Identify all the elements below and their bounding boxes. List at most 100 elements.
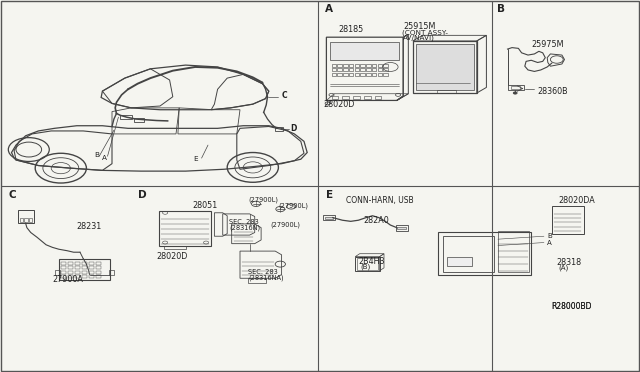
Text: (27900L): (27900L)	[248, 197, 278, 203]
Text: 28020D: 28020D	[157, 252, 188, 261]
Bar	[372, 68, 376, 71]
Text: (28316N): (28316N)	[229, 224, 260, 231]
Bar	[134, 118, 144, 122]
Bar	[366, 64, 371, 67]
Bar	[375, 96, 381, 99]
Text: A: A	[325, 4, 333, 14]
Bar	[378, 64, 382, 67]
Bar	[55, 270, 60, 275]
Bar	[337, 64, 342, 67]
Bar	[332, 68, 336, 71]
Bar	[357, 258, 378, 270]
Bar	[383, 68, 388, 71]
Bar	[355, 68, 359, 71]
Text: E: E	[326, 190, 333, 200]
Bar	[364, 96, 371, 99]
Text: 28185: 28185	[338, 25, 363, 34]
Bar	[61, 275, 66, 278]
Bar	[89, 275, 94, 278]
Text: C: C	[8, 190, 16, 200]
Bar	[89, 271, 94, 274]
Bar	[332, 64, 336, 67]
Bar	[355, 257, 380, 271]
Bar	[82, 275, 87, 278]
Circle shape	[513, 92, 517, 94]
Bar	[416, 44, 474, 90]
Bar	[68, 271, 73, 274]
Bar	[511, 86, 520, 89]
Text: 27900A: 27900A	[52, 275, 83, 284]
Bar	[323, 215, 335, 220]
Bar	[353, 96, 360, 99]
Text: 282A0: 282A0	[363, 216, 388, 225]
Text: R28000BD: R28000BD	[552, 302, 592, 311]
Bar	[75, 266, 80, 269]
Bar	[29, 218, 32, 222]
Bar	[383, 64, 388, 67]
Bar	[437, 90, 456, 93]
Bar	[164, 246, 186, 249]
Bar	[96, 266, 101, 269]
Text: 28360B: 28360B	[538, 87, 568, 96]
Bar	[248, 278, 266, 283]
Bar	[96, 271, 101, 274]
Bar	[68, 262, 73, 265]
Bar	[343, 73, 348, 76]
Text: C: C	[282, 92, 287, 100]
Text: (A): (A)	[558, 264, 568, 271]
Bar	[552, 206, 584, 234]
Bar	[332, 96, 338, 99]
Bar	[159, 211, 211, 246]
Bar	[89, 266, 94, 269]
Bar	[68, 275, 73, 278]
Text: 2B4H3: 2B4H3	[358, 257, 385, 266]
Bar	[360, 68, 365, 71]
Text: R28000BD: R28000BD	[552, 302, 592, 311]
Text: B: B	[95, 152, 100, 158]
Bar	[337, 73, 342, 76]
Bar	[349, 68, 353, 71]
Text: SEC. 283: SEC. 283	[248, 269, 278, 275]
Text: 28051: 28051	[192, 201, 217, 210]
Bar	[337, 68, 342, 71]
Bar	[89, 262, 94, 265]
Bar	[498, 231, 529, 272]
Bar	[355, 64, 359, 67]
Bar	[120, 115, 132, 119]
Text: 28318: 28318	[557, 258, 582, 267]
Bar	[372, 73, 376, 76]
Text: B: B	[497, 4, 504, 14]
Text: 25915M: 25915M	[403, 22, 436, 31]
Bar	[275, 127, 283, 131]
Text: CONN-HARN, USB: CONN-HARN, USB	[346, 196, 413, 205]
Bar	[82, 266, 87, 269]
Bar	[75, 262, 80, 265]
Text: E: E	[193, 156, 198, 162]
Bar	[82, 271, 87, 274]
Bar	[109, 270, 114, 275]
Bar	[325, 217, 333, 219]
Text: A: A	[547, 240, 552, 246]
Bar	[96, 262, 101, 265]
Bar	[332, 73, 336, 76]
Text: AV/NAVI): AV/NAVI)	[403, 35, 435, 41]
Bar	[360, 73, 365, 76]
Bar	[20, 218, 23, 222]
Text: A: A	[102, 155, 108, 161]
Bar	[61, 266, 66, 269]
Text: 28020DA: 28020DA	[558, 196, 595, 205]
Bar	[349, 64, 353, 67]
Bar	[438, 232, 531, 275]
Bar	[75, 275, 80, 278]
Bar	[447, 257, 472, 266]
Text: 28231: 28231	[77, 222, 102, 231]
Bar	[61, 262, 66, 265]
Text: 25975M: 25975M	[531, 40, 564, 49]
Bar	[355, 73, 359, 76]
Bar	[443, 236, 494, 272]
Bar	[75, 271, 80, 274]
Bar	[366, 68, 371, 71]
Text: (28316NA): (28316NA)	[248, 275, 284, 281]
Text: (B): (B)	[360, 264, 371, 270]
Bar	[383, 73, 388, 76]
